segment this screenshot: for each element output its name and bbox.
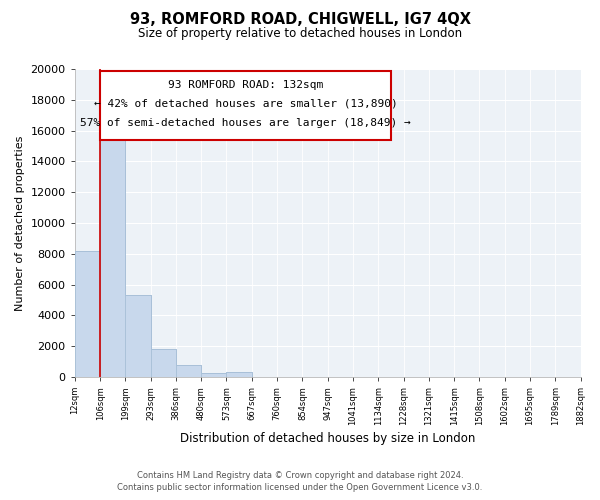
- Bar: [226, 372, 252, 377]
- Text: Size of property relative to detached houses in London: Size of property relative to detached ho…: [138, 28, 462, 40]
- Y-axis label: Number of detached properties: Number of detached properties: [15, 136, 25, 310]
- Text: ← 42% of detached houses are smaller (13,890): ← 42% of detached houses are smaller (13…: [94, 98, 397, 108]
- X-axis label: Distribution of detached houses by size in London: Distribution of detached houses by size …: [180, 432, 475, 445]
- FancyBboxPatch shape: [100, 70, 391, 140]
- Bar: [100, 122, 125, 377]
- Bar: [151, 349, 176, 377]
- Text: 93 ROMFORD ROAD: 132sqm: 93 ROMFORD ROAD: 132sqm: [168, 80, 323, 90]
- Text: 57% of semi-detached houses are larger (18,849) →: 57% of semi-detached houses are larger (…: [80, 118, 411, 128]
- Bar: [201, 373, 226, 377]
- Bar: [176, 366, 201, 377]
- Bar: [75, 250, 100, 377]
- Bar: [125, 296, 151, 377]
- Text: 93, ROMFORD ROAD, CHIGWELL, IG7 4QX: 93, ROMFORD ROAD, CHIGWELL, IG7 4QX: [130, 12, 470, 28]
- Text: Contains HM Land Registry data © Crown copyright and database right 2024.
Contai: Contains HM Land Registry data © Crown c…: [118, 471, 482, 492]
